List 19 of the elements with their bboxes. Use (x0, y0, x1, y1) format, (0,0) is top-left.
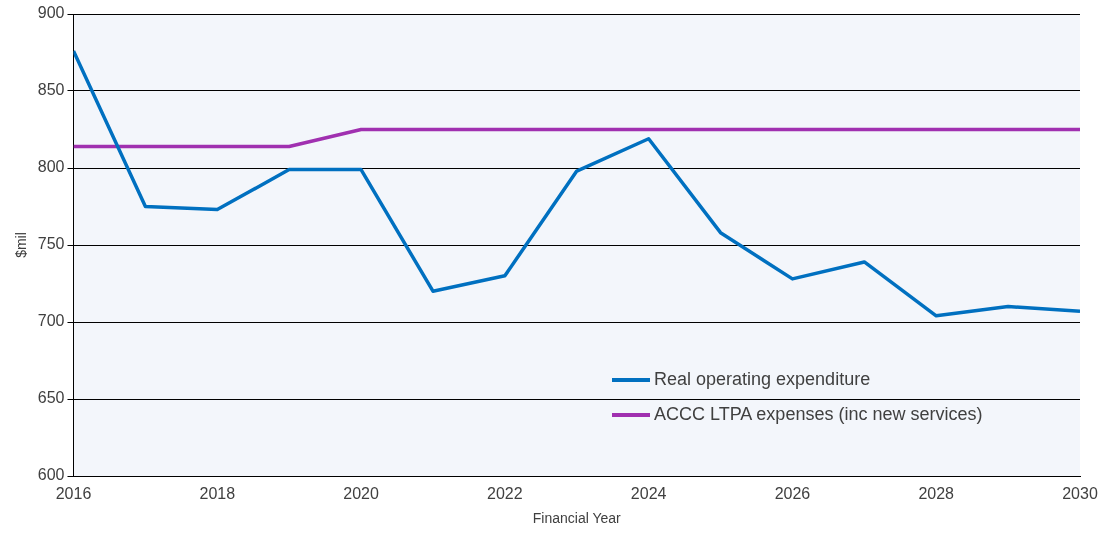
y-tick-label: 900 (37, 4, 65, 22)
y-tick-label: 850 (37, 81, 65, 99)
y-axis-title: $mil (13, 232, 30, 258)
x-axis-title: Financial Year (532, 510, 622, 527)
x-tick-label: 2030 (1062, 485, 1098, 503)
x-tick-label: 2016 (55, 485, 92, 503)
legend-label: ACCC LTPA expenses (inc new services) (654, 404, 983, 425)
legend-label: Real operating expenditure (654, 369, 871, 390)
x-tick-label: 2022 (487, 485, 523, 503)
y-tick-label: 800 (37, 158, 65, 176)
y-tick-label: 700 (37, 312, 65, 330)
x-tick-label: 2024 (630, 485, 667, 503)
x-tick-label: 2018 (199, 485, 236, 503)
x-tick-label: 2026 (774, 485, 811, 503)
x-tick-label: 2020 (343, 485, 379, 503)
x-tick-label: 2028 (918, 485, 955, 503)
y-tick-label: 600 (37, 466, 65, 484)
y-tick-label: 650 (37, 389, 65, 407)
y-tick-label: 750 (37, 235, 65, 253)
